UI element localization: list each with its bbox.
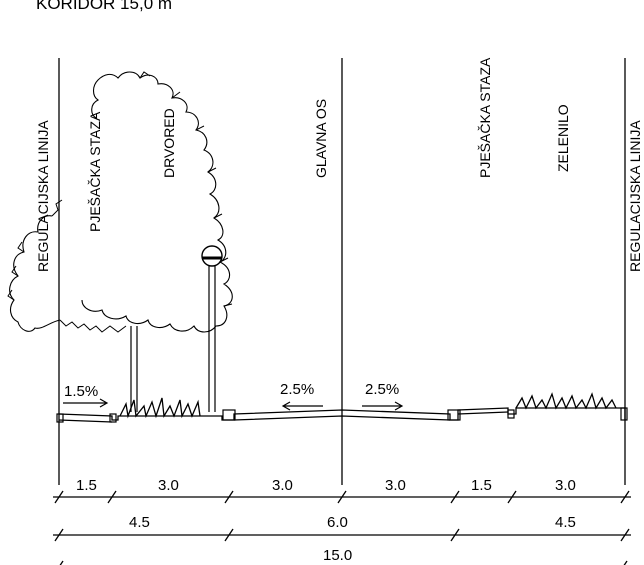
curb-right — [620, 407, 628, 421]
curb-2 — [109, 413, 117, 423]
dim-left-zone: 4.5 — [129, 514, 150, 531]
dim-total: 15.0 — [323, 547, 352, 564]
slope-sidewalk-left: 1.5% — [64, 383, 98, 400]
dim-road-zone: 6.0 — [327, 514, 348, 531]
label-main-axis: GLAVNA OS — [313, 99, 329, 178]
curb-left — [56, 413, 64, 423]
slope-road-left: 2.5% — [280, 381, 314, 398]
dim-sidewalk-left: 1.5 — [76, 477, 97, 494]
tree-canopy-detail-icon — [7, 71, 233, 333]
label-greenery: ZELENILO — [555, 104, 571, 172]
slope-arrow-road-right-icon — [362, 401, 404, 411]
dimension-ticks-3 — [59, 560, 628, 565]
dim-road-left: 3.0 — [272, 477, 293, 494]
dim-tree-row: 3.0 — [158, 477, 179, 494]
road-profile — [58, 407, 626, 421]
label-regulation-left: REGULACIJSKA LINIJA — [35, 120, 51, 272]
dim-sidewalk-right: 1.5 — [471, 477, 492, 494]
grass-left-icon — [119, 397, 201, 419]
dimension-ticks-2 — [54, 528, 630, 542]
curb-3 — [222, 409, 236, 421]
slope-arrow-road-left-icon — [281, 401, 323, 411]
street-lamp-icon — [201, 245, 223, 267]
road-profile-lower — [58, 411, 509, 423]
label-tree-row: DRVORED — [161, 108, 177, 178]
dim-road-right: 3.0 — [385, 477, 406, 494]
tree-canopy-icon — [9, 71, 233, 333]
dim-right-zone: 4.5 — [555, 514, 576, 531]
grass-right-icon — [515, 392, 617, 410]
label-sidewalk-right: PJEŠAČKA STAZA — [477, 57, 493, 178]
dim-greenery: 3.0 — [555, 477, 576, 494]
slope-road-right: 2.5% — [365, 381, 399, 398]
corridor-title: KORIDOR 15,0 m — [36, 0, 172, 13]
curb-5 — [507, 409, 515, 419]
slope-arrow-left-icon — [63, 398, 109, 408]
curb-4 — [447, 409, 461, 421]
label-sidewalk-left: PJEŠAČKA STAZA — [87, 111, 103, 232]
label-regulation-right: REGULACIJSKA LINIJA — [627, 120, 643, 272]
dimension-ticks-1 — [54, 490, 630, 504]
